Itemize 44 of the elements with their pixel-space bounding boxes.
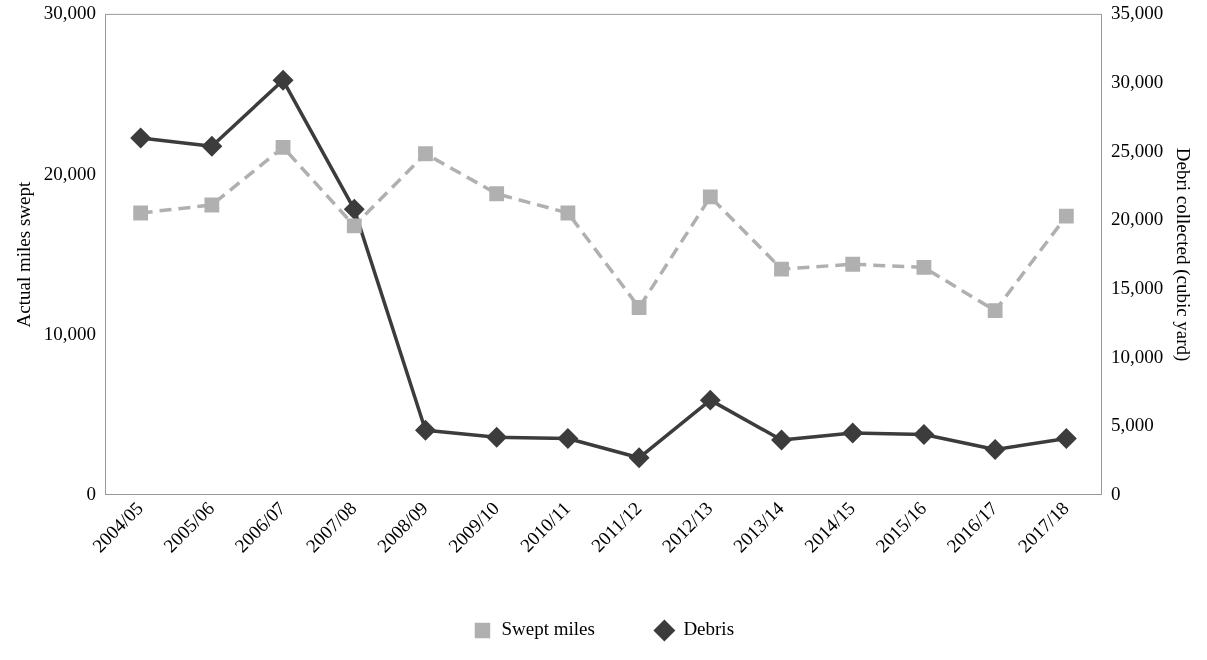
point xyxy=(771,430,792,450)
y-tick-label: 20,000 xyxy=(43,162,97,184)
point xyxy=(415,420,436,441)
point xyxy=(344,199,365,220)
point xyxy=(629,448,649,468)
y2-tick-label: 15,000 xyxy=(1110,276,1164,298)
point xyxy=(275,139,291,155)
point xyxy=(1056,428,1077,449)
y2-axis-title: Debri collected (cubic yard) xyxy=(1171,147,1194,362)
y2-tick-label: 35,000 xyxy=(1110,2,1164,24)
point xyxy=(130,128,151,148)
point xyxy=(985,439,1005,460)
y2-tick-label: 20,000 xyxy=(1110,208,1164,230)
y2-tick-label: 0 xyxy=(1110,482,1121,504)
point xyxy=(202,136,222,156)
point xyxy=(987,303,1003,319)
point xyxy=(702,189,718,205)
point xyxy=(489,186,505,202)
point xyxy=(418,146,433,162)
point xyxy=(916,260,932,275)
legend-label: Debris xyxy=(683,618,735,640)
point xyxy=(845,256,861,272)
y2-tick-label: 30,000 xyxy=(1110,71,1164,93)
y-tick-label: 0 xyxy=(86,482,97,504)
point xyxy=(273,70,293,91)
point xyxy=(774,261,789,277)
legend-label: Swept miles xyxy=(501,618,595,640)
y-tick-label: 10,000 xyxy=(43,322,97,344)
y-axis-title: Actual miles swept xyxy=(13,181,35,328)
point xyxy=(204,197,220,213)
y-tick-label: 30,000 xyxy=(43,2,97,24)
point xyxy=(914,424,934,445)
y2-tick-label: 5,000 xyxy=(1110,414,1154,436)
y2-tick-label: 10,000 xyxy=(1110,345,1164,367)
point xyxy=(486,427,507,447)
point xyxy=(133,205,149,221)
point xyxy=(631,300,647,315)
point xyxy=(346,218,362,234)
point xyxy=(560,205,576,221)
y2-tick-label: 25,000 xyxy=(1110,139,1164,161)
point xyxy=(842,423,863,443)
point xyxy=(558,428,578,449)
point xyxy=(1058,208,1074,224)
point xyxy=(700,390,721,410)
